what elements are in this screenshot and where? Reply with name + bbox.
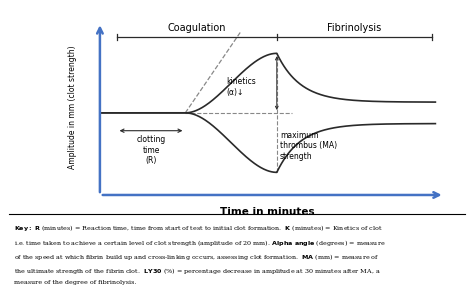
- Text: clotting
time
(R): clotting time (R): [137, 135, 165, 165]
- Text: kinetics
(α)↓: kinetics (α)↓: [227, 77, 256, 96]
- Text: maximum
thrombus (MA)
strength: maximum thrombus (MA) strength: [280, 131, 337, 161]
- Text: Time in minutes: Time in minutes: [220, 207, 315, 217]
- Text: Amplitude in mm (clot strength): Amplitude in mm (clot strength): [68, 45, 77, 169]
- Text: i.e. time taken to achieve a certain level of clot strength (amplitude of 20 mm): i.e. time taken to achieve a certain lev…: [14, 238, 386, 248]
- Text: Coagulation: Coagulation: [167, 23, 226, 33]
- Text: the ultimate strength of the fibrin clot.  $\bf{LY30}$ (%) = percentage decrease: the ultimate strength of the fibrin clot…: [14, 266, 381, 276]
- Text: measure of the degree of fibrinolysis.: measure of the degree of fibrinolysis.: [14, 280, 137, 285]
- Text: Fibrinolysis: Fibrinolysis: [328, 23, 382, 33]
- Text: of the speed at which fibrin build up and cross-linking occurs, assessing clot f: of the speed at which fibrin build up an…: [14, 252, 380, 262]
- Text: $\bf{Key:}$ $\bf{R}$ (minutes) = Reaction time, time from start of test to initi: $\bf{Key:}$ $\bf{R}$ (minutes) = Reactio…: [14, 223, 383, 234]
